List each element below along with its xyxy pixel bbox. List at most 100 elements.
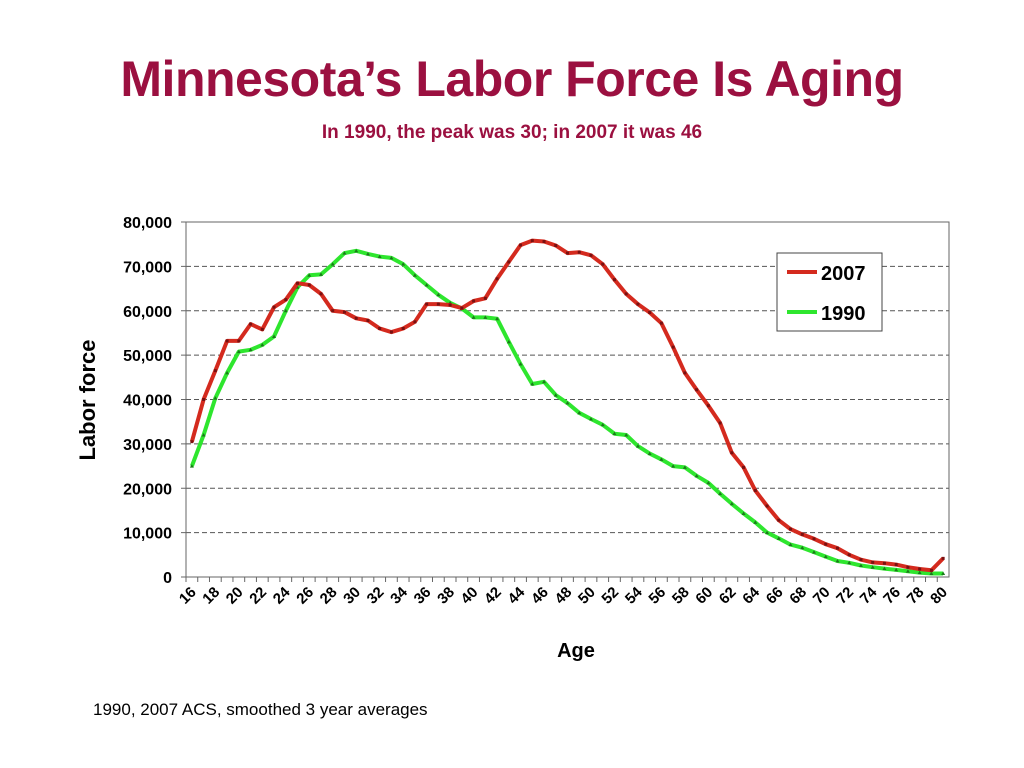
data-point-2007 [636, 302, 640, 306]
data-point-2007 [460, 306, 464, 310]
source-note: 1990, 2007 ACS, smoothed 3 year averages [93, 700, 428, 719]
data-point-1990 [495, 316, 500, 321]
legend: 2007 1990 [776, 252, 883, 332]
data-point-2007 [648, 311, 652, 315]
data-point-1990 [882, 566, 887, 571]
data-point-2007 [202, 398, 206, 401]
data-point-2007 [918, 567, 922, 571]
y-axis-label: Labor force [75, 339, 100, 460]
data-point-2007 [483, 296, 487, 300]
data-point-2007 [413, 320, 417, 324]
x-tick-label: 30 [340, 584, 364, 608]
data-point-1990 [682, 465, 687, 469]
data-point-1990 [600, 422, 605, 427]
data-point-1990 [401, 262, 406, 266]
data-point-1990 [272, 334, 277, 338]
x-tick-label: 72 [833, 584, 857, 608]
x-tick-label: 70 [810, 584, 834, 608]
data-point-2007 [695, 388, 699, 392]
y-tick-label: 20,000 [123, 481, 172, 498]
x-tick-label: 50 [575, 584, 599, 608]
data-point-1990 [941, 571, 946, 575]
legend-label-2007: 2007 [821, 263, 866, 285]
data-point-1990 [905, 569, 910, 573]
data-point-2007 [624, 292, 628, 296]
data-point-1990 [565, 401, 570, 405]
data-point-1990 [260, 342, 265, 347]
data-point-2007 [495, 277, 499, 281]
data-point-2007 [718, 421, 722, 425]
x-tick-label: 38 [434, 584, 458, 608]
y-tick-label: 80,000 [123, 215, 172, 232]
x-tick-label: 74 [857, 583, 881, 607]
data-point-1990 [917, 570, 922, 575]
data-point-1990 [718, 491, 723, 496]
data-point-1990 [354, 248, 359, 253]
slide-subtitle: In 1990, the peak was 30; in 2007 it was… [321, 122, 703, 143]
data-point-2007 [742, 465, 746, 469]
data-point-2007 [530, 239, 534, 243]
data-point-1990 [318, 272, 323, 276]
data-point-2007 [401, 327, 405, 330]
data-point-2007 [789, 527, 793, 531]
x-tick-label: 60 [692, 584, 716, 608]
data-point-2007 [272, 305, 276, 309]
y-tick-label: 10,000 [123, 526, 172, 543]
data-point-2007 [577, 250, 581, 254]
data-point-2007 [800, 532, 804, 536]
data-point-1990 [189, 464, 194, 468]
legend-box [776, 252, 883, 332]
data-point-2007 [859, 558, 863, 562]
data-point-1990 [659, 457, 664, 461]
data-point-1990 [588, 417, 593, 421]
data-point-2007 [307, 283, 311, 287]
slide-title: Minnesota’s Labor Force Is Aging [120, 51, 904, 107]
data-point-1990 [647, 451, 652, 456]
data-point-2007 [706, 404, 710, 408]
data-point-1990 [706, 480, 711, 485]
data-point-2007 [812, 537, 816, 541]
data-point-1990 [377, 254, 382, 259]
x-tick-label: 76 [880, 584, 904, 608]
data-point-2007 [366, 319, 370, 323]
y-tick-label: 30,000 [123, 437, 172, 454]
data-point-2007 [589, 253, 593, 257]
data-point-2007 [260, 327, 264, 331]
data-point-2007 [554, 244, 558, 248]
data-point-2007 [213, 369, 217, 373]
data-point-2007 [835, 546, 839, 550]
data-point-2007 [237, 339, 241, 343]
data-point-1990 [412, 273, 417, 277]
data-point-1990 [506, 339, 511, 344]
x-tick-label: 52 [598, 584, 622, 608]
y-tick-label: 70,000 [123, 259, 172, 276]
y-tick-label: 0 [163, 570, 172, 587]
y-tick-label: 40,000 [123, 393, 172, 410]
y-tick-label: 50,000 [123, 348, 172, 365]
data-point-2007 [612, 278, 616, 282]
data-point-2007 [871, 560, 875, 564]
x-axis-ticks: 16 18 20 22 24 26 28 30 32 34 36 38 40 42 44 46 48 50 52 54… [176, 577, 951, 608]
data-point-2007 [882, 561, 886, 565]
x-tick-label: 22 [246, 584, 270, 608]
series-lines [189, 238, 946, 576]
x-tick-label: 18 [199, 584, 223, 608]
data-point-1990 [694, 473, 699, 478]
x-tick-label: 46 [528, 584, 552, 608]
data-point-2007 [847, 553, 851, 557]
data-point-1990 [577, 410, 582, 415]
data-point-2007 [472, 299, 476, 303]
data-point-2007 [190, 440, 194, 444]
data-point-1990 [823, 554, 828, 559]
data-point-1990 [248, 347, 253, 352]
data-point-1990 [800, 545, 805, 550]
data-point-2007 [753, 488, 757, 492]
x-tick-label: 34 [387, 583, 411, 607]
x-tick-label: 78 [904, 584, 928, 608]
data-point-2007 [765, 504, 769, 508]
data-point-2007 [659, 321, 663, 325]
data-point-2007 [906, 565, 910, 569]
x-tick-label: 28 [317, 584, 341, 608]
data-point-2007 [354, 316, 358, 320]
